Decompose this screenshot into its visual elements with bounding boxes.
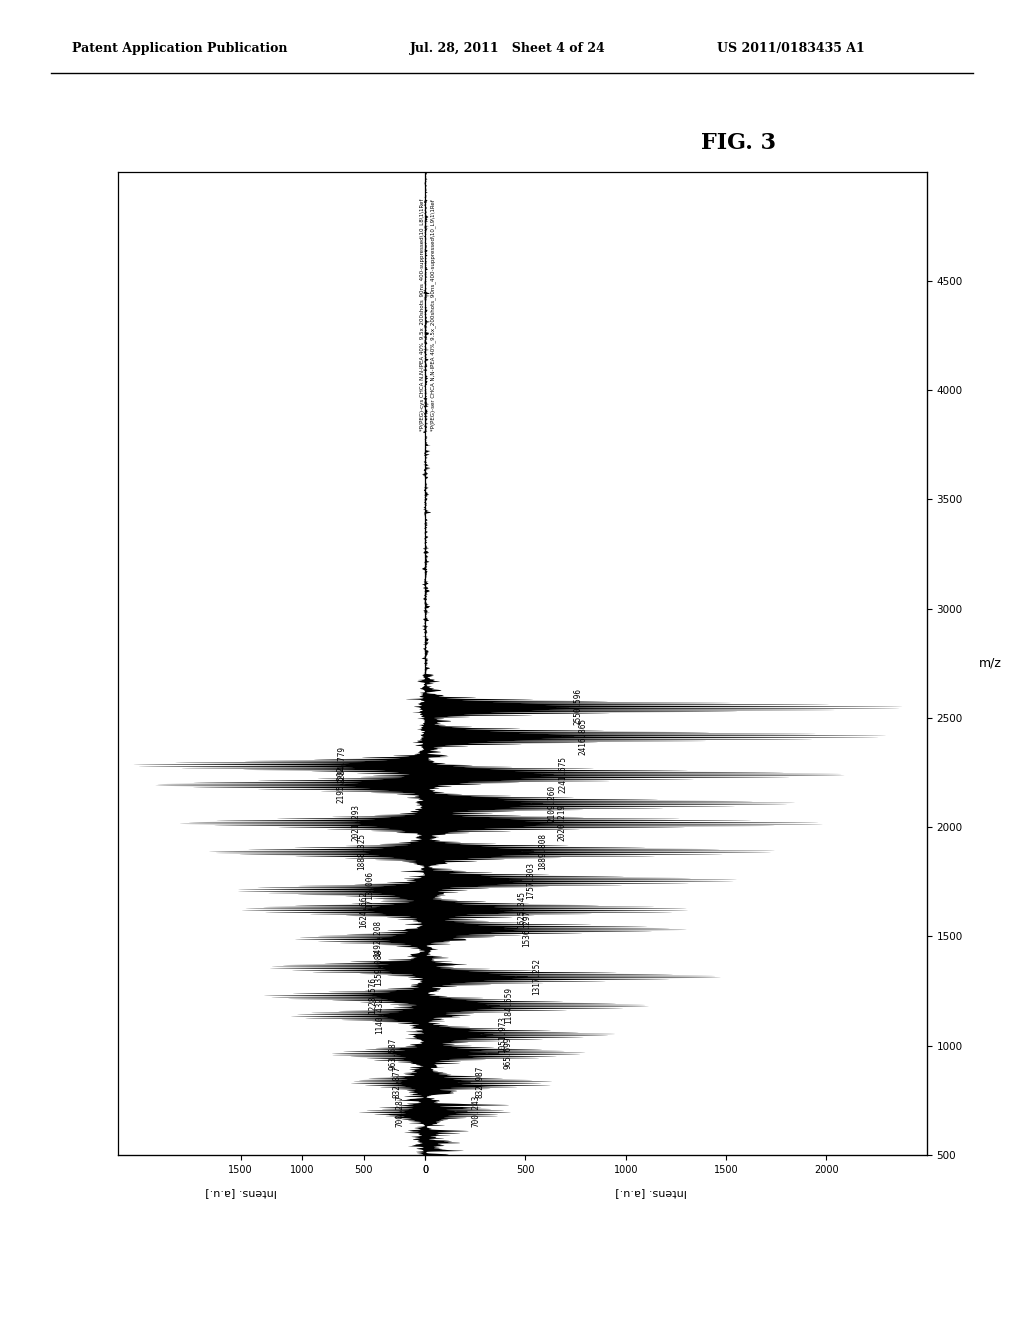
Text: 1359.088: 1359.088 xyxy=(375,949,384,986)
Text: 1184.559: 1184.559 xyxy=(505,987,513,1024)
Text: 1536.297: 1536.297 xyxy=(522,909,531,946)
Text: 1317.252: 1317.252 xyxy=(532,958,542,995)
Text: 1625.345: 1625.345 xyxy=(517,891,526,928)
Text: 2021.293: 2021.293 xyxy=(351,804,360,841)
Text: 1140.432: 1140.432 xyxy=(375,997,384,1034)
Text: 832.987: 832.987 xyxy=(475,1067,484,1098)
Text: *P(PEG)-ser CHCA N,N-IPEA 40%_9.5x_200shots_90ns_400-suppressed\10_L9\1\1Ref: *P(PEG)-ser CHCA N,N-IPEA 40%_9.5x_200sh… xyxy=(430,199,436,430)
Text: 700.287: 700.287 xyxy=(396,1096,404,1127)
Text: 1889.808: 1889.808 xyxy=(539,833,548,870)
Text: 2550.596: 2550.596 xyxy=(573,688,583,726)
Text: 1492.208: 1492.208 xyxy=(374,920,382,957)
Y-axis label: m/z: m/z xyxy=(979,657,1001,669)
Text: 1624.662: 1624.662 xyxy=(359,891,369,928)
Text: 1228.576: 1228.576 xyxy=(369,977,377,1014)
Text: 2241.575: 2241.575 xyxy=(558,756,567,793)
Text: 1757.303: 1757.303 xyxy=(526,862,536,899)
Text: Intens. [a.u.]: Intens. [a.u.] xyxy=(205,1188,276,1199)
Text: *P(PEG)-cys CHCA N,N-IPEA 40%_9.5x_200shots_90ns_400-suppressed\10_L8\1\1Ref: *P(PEG)-cys CHCA N,N-IPEA 40%_9.5x_200sh… xyxy=(419,199,425,432)
Text: 2109.260: 2109.260 xyxy=(548,785,556,822)
Text: US 2011/0183435 A1: US 2011/0183435 A1 xyxy=(717,42,864,55)
Text: 2416.865: 2416.865 xyxy=(579,718,588,755)
Text: 965.699: 965.699 xyxy=(503,1038,512,1069)
Text: 963.587: 963.587 xyxy=(388,1038,397,1071)
Text: FIG. 3: FIG. 3 xyxy=(701,132,776,154)
Text: 2195.502: 2195.502 xyxy=(337,766,345,803)
Text: 2284.779: 2284.779 xyxy=(337,747,346,784)
Text: Patent Application Publication: Patent Application Publication xyxy=(72,42,287,55)
Text: 832.877: 832.877 xyxy=(392,1067,401,1098)
Text: 700.243: 700.243 xyxy=(472,1096,481,1127)
Text: 1713.006: 1713.006 xyxy=(366,871,374,908)
Text: 1888.325: 1888.325 xyxy=(357,833,367,870)
Text: Intens. [a.u.]: Intens. [a.u.] xyxy=(615,1188,687,1199)
Text: 2020.219: 2020.219 xyxy=(557,804,566,841)
Text: Jul. 28, 2011   Sheet 4 of 24: Jul. 28, 2011 Sheet 4 of 24 xyxy=(410,42,605,55)
Text: 1051.973: 1051.973 xyxy=(498,1016,507,1053)
